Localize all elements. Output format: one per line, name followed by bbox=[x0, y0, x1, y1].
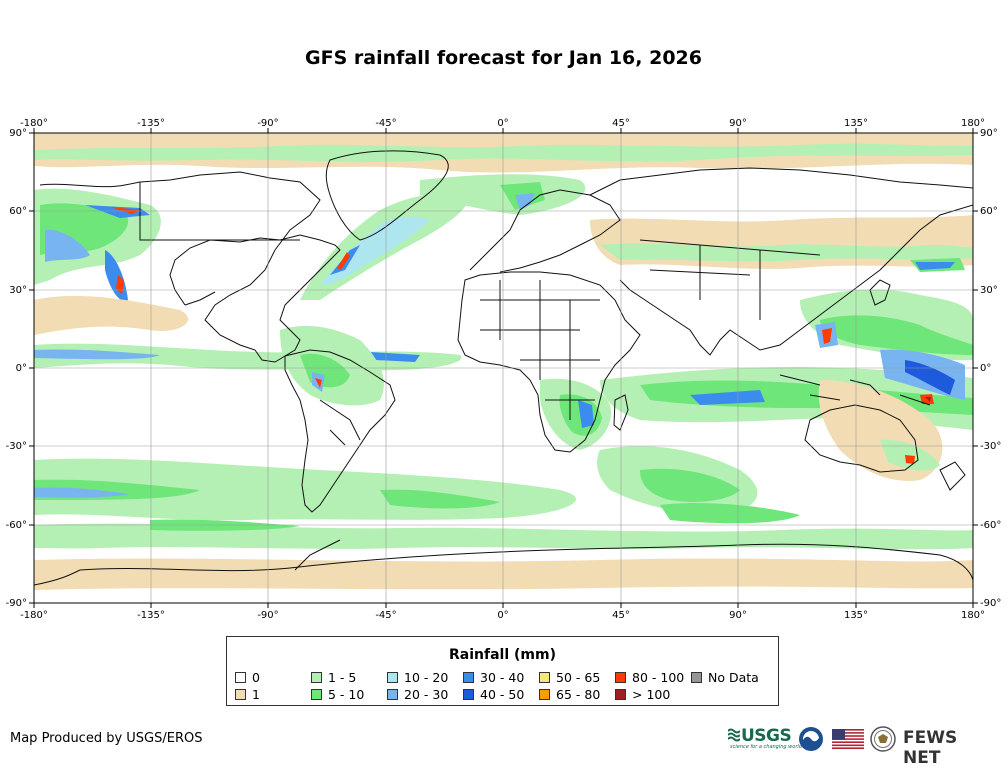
lon-label: -180° bbox=[20, 118, 48, 129]
lon-label: -45° bbox=[375, 610, 396, 620]
legend-swatch bbox=[311, 689, 322, 700]
legend-item: 10 - 20 bbox=[387, 670, 448, 685]
legend-item: 5 - 10 bbox=[311, 687, 364, 702]
fews-net-wordmark: FEWS NET bbox=[903, 728, 958, 768]
lat-labels-right: 90° 60° 30° 0° -30° -60° -90° bbox=[980, 128, 1001, 609]
usgs-wordmark: USGS bbox=[741, 726, 792, 746]
lon-label: 0° bbox=[497, 118, 508, 129]
rainfall-map: -180° -135° -90° -45° 0° 45° 90° 135° 18… bbox=[6, 118, 1002, 620]
legend-swatch bbox=[235, 672, 246, 683]
legend-swatch bbox=[463, 689, 474, 700]
legend-swatch bbox=[311, 672, 322, 683]
lat-label: 30° bbox=[9, 285, 27, 296]
lat-label: -60° bbox=[6, 520, 27, 531]
lon-label: 90° bbox=[729, 118, 747, 129]
lon-label: -135° bbox=[137, 610, 165, 620]
legend-label: 1 bbox=[252, 687, 260, 702]
legend-label: 50 - 65 bbox=[556, 670, 601, 685]
lat-label: -30° bbox=[980, 441, 1001, 452]
legend-swatch bbox=[539, 672, 550, 683]
lon-label: -90° bbox=[257, 118, 278, 129]
legend-label: > 100 bbox=[632, 687, 671, 702]
legend-swatch bbox=[235, 689, 246, 700]
lat-label: 30° bbox=[980, 285, 998, 296]
legend-label: 20 - 30 bbox=[404, 687, 449, 702]
lon-label: 180° bbox=[961, 610, 985, 620]
legend-label: 30 - 40 bbox=[480, 670, 525, 685]
usgs-tagline: science for a changing world bbox=[730, 744, 802, 750]
lat-label: 0° bbox=[16, 363, 27, 374]
legend-swatch bbox=[539, 689, 550, 700]
lon-label: 0° bbox=[497, 610, 508, 620]
legend-item: 30 - 40 bbox=[463, 670, 524, 685]
legend-swatch bbox=[387, 672, 398, 683]
legend-label: 1 - 5 bbox=[328, 670, 357, 685]
legend-swatch bbox=[387, 689, 398, 700]
legend-item: > 100 bbox=[615, 687, 670, 702]
legend-item: 1 - 5 bbox=[311, 670, 356, 685]
footer-logos: USGS science for a changing world FEWS N… bbox=[728, 724, 1000, 768]
legend-item: 65 - 80 bbox=[539, 687, 600, 702]
lon-label: 135° bbox=[844, 610, 868, 620]
lat-label: 90° bbox=[980, 128, 998, 139]
lon-label: 180° bbox=[961, 118, 985, 129]
legend-item: 80 - 100 bbox=[615, 670, 684, 685]
lon-label: 135° bbox=[844, 118, 868, 129]
coastlines bbox=[34, 150, 973, 586]
lat-label: -60° bbox=[980, 520, 1001, 531]
lat-label: -30° bbox=[6, 441, 27, 452]
graticule bbox=[34, 133, 973, 603]
lon-label: -135° bbox=[137, 118, 165, 129]
lat-label: -90° bbox=[6, 598, 27, 609]
legend-item: 20 - 30 bbox=[387, 687, 448, 702]
lon-label: -90° bbox=[257, 610, 278, 620]
lon-label: 45° bbox=[612, 118, 630, 129]
lat-label: 60° bbox=[9, 206, 27, 217]
legend-item: 0 bbox=[235, 670, 260, 685]
lat-label: 90° bbox=[9, 128, 27, 139]
legend-item: 40 - 50 bbox=[463, 687, 524, 702]
legend-swatch bbox=[615, 689, 626, 700]
lat-label: -90° bbox=[980, 598, 1001, 609]
legend-label: 80 - 100 bbox=[632, 670, 685, 685]
noaa-logo-icon bbox=[799, 727, 823, 751]
legend-swatch bbox=[615, 672, 626, 683]
legend-label: 40 - 50 bbox=[480, 687, 525, 702]
lat-label: 0° bbox=[980, 363, 991, 374]
legend-item: No Data bbox=[691, 670, 759, 685]
legend-label: No Data bbox=[708, 670, 759, 685]
legend-label: 10 - 20 bbox=[404, 670, 449, 685]
lon-label: -45° bbox=[375, 118, 396, 129]
legend-label: 0 bbox=[252, 670, 260, 685]
lat-label: 60° bbox=[980, 206, 998, 217]
lon-labels-bottom: -180° -135° -90° -45° 0° 45° 90° 135° 18… bbox=[20, 610, 985, 620]
map-credit: Map Produced by USGS/EROS bbox=[10, 731, 203, 746]
legend-swatch bbox=[691, 672, 702, 683]
lon-label: -180° bbox=[20, 610, 48, 620]
state-department-seal-icon bbox=[870, 726, 896, 752]
rainfall-legend: Rainfall (mm) 0 1 1 - 5 5 - 10 10 - 20 20 - 3… bbox=[226, 636, 779, 706]
legend-swatch bbox=[463, 672, 474, 683]
lat-labels-left: 90° 60° 30° 0° -30° -60° -90° bbox=[6, 128, 27, 609]
us-flag-icon bbox=[832, 729, 864, 749]
legend-item: 50 - 65 bbox=[539, 670, 600, 685]
legend-label: 5 - 10 bbox=[328, 687, 365, 702]
lon-label: 90° bbox=[729, 610, 747, 620]
axis-ticks bbox=[29, 128, 978, 608]
lon-labels-top: -180° -135° -90° -45° 0° 45° 90° 135° 18… bbox=[20, 118, 985, 129]
lon-label: 45° bbox=[612, 610, 630, 620]
legend-title: Rainfall (mm) bbox=[449, 647, 556, 663]
legend-item: 1 bbox=[235, 687, 260, 702]
legend-label: 65 - 80 bbox=[556, 687, 601, 702]
map-title: GFS rainfall forecast for Jan 16, 2026 bbox=[305, 47, 702, 69]
